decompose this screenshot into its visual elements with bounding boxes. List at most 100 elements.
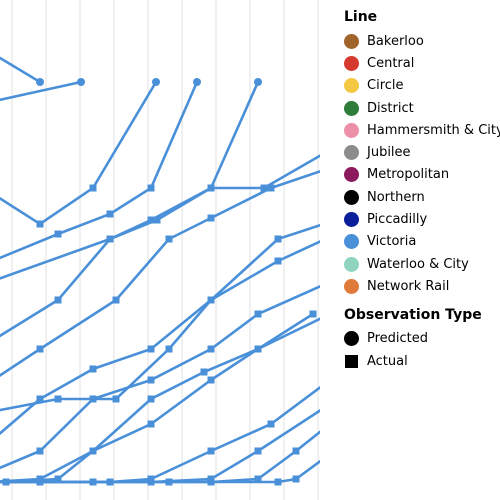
actual-point bbox=[267, 184, 275, 192]
actual-point bbox=[54, 296, 62, 304]
legend-swatch-circle-icon bbox=[344, 212, 359, 228]
actual-point bbox=[207, 184, 215, 192]
legend-observation-list: Predicted Actual bbox=[344, 328, 500, 373]
actual-point bbox=[327, 279, 334, 286]
legend-item-line: Victoria bbox=[344, 231, 500, 253]
legend-item-observation: Actual bbox=[344, 350, 500, 372]
legend-item-observation: Predicted bbox=[344, 328, 500, 350]
actual-point bbox=[327, 234, 334, 241]
actual-point bbox=[89, 395, 97, 403]
legend-label: Central bbox=[367, 55, 415, 71]
legend-line-list: Bakerloo Central Circle District Hammersmith… bbox=[344, 30, 500, 298]
actual-point bbox=[36, 447, 44, 455]
legend-label: Hammersmith & City bbox=[367, 122, 500, 138]
actual-point bbox=[254, 345, 262, 353]
actual-point bbox=[254, 447, 262, 455]
legend-swatch-circle-icon bbox=[344, 55, 359, 71]
actual-point bbox=[254, 475, 262, 483]
legend-label: Waterloo & City bbox=[367, 256, 469, 272]
legend-label: Northern bbox=[367, 189, 425, 205]
legend-title-line: Line bbox=[344, 9, 378, 25]
legend-swatch-circle-icon bbox=[344, 33, 359, 49]
predicted-point bbox=[193, 78, 201, 86]
series-line bbox=[0, 459, 320, 484]
actual-point bbox=[327, 147, 334, 154]
actual-point bbox=[147, 345, 155, 353]
series-10 bbox=[0, 310, 317, 483]
actual-point bbox=[207, 214, 215, 222]
series-line bbox=[0, 154, 320, 338]
actual-point bbox=[292, 475, 300, 483]
actual-point bbox=[89, 184, 97, 192]
series-6 bbox=[0, 170, 320, 377]
series-line bbox=[0, 223, 320, 412]
legend-item-line: Metropolitan bbox=[344, 164, 500, 186]
legend-item-line: Bakerloo bbox=[344, 30, 500, 52]
actual-point bbox=[274, 257, 282, 265]
actual-point bbox=[327, 311, 334, 318]
actual-point bbox=[89, 447, 97, 455]
legend-item-line: Waterloo & City bbox=[344, 253, 500, 275]
legend: Line Bakerloo Central Circle District Hammer… bbox=[344, 6, 500, 372]
actual-point bbox=[36, 395, 44, 403]
actual-point bbox=[267, 420, 275, 428]
actual-point bbox=[327, 377, 334, 384]
legend-swatch-circle-icon bbox=[344, 167, 359, 183]
legend-item-line: Central bbox=[344, 52, 500, 74]
legend-swatch-circle-icon bbox=[344, 278, 359, 294]
series-line bbox=[0, 170, 320, 377]
legend-item-line: District bbox=[344, 97, 500, 119]
series-8 bbox=[0, 234, 334, 436]
legend-label: Piccadilly bbox=[367, 212, 428, 228]
legend-item-line: Network Rail bbox=[344, 275, 500, 297]
actual-point bbox=[200, 368, 208, 376]
predicted-point bbox=[36, 78, 44, 86]
actual-point bbox=[309, 310, 317, 318]
actual-point bbox=[147, 216, 155, 224]
actual-point bbox=[54, 230, 62, 238]
legend-swatch-circle-icon bbox=[344, 122, 359, 138]
legend-label: Bakerloo bbox=[367, 33, 424, 49]
actual-point bbox=[260, 184, 268, 192]
actual-point bbox=[207, 447, 215, 455]
legend-label: Circle bbox=[367, 78, 404, 94]
legend-title-observation: Observation Type bbox=[344, 306, 482, 323]
series-line bbox=[0, 81, 158, 226]
actual-point bbox=[36, 345, 44, 353]
legend-label: Actual bbox=[367, 353, 408, 369]
legend-label: Victoria bbox=[367, 234, 417, 250]
series-14 bbox=[0, 421, 334, 486]
series-2 bbox=[0, 78, 160, 228]
actual-point bbox=[106, 210, 114, 218]
actual-point bbox=[292, 447, 300, 455]
legend-swatch-circle-icon bbox=[344, 256, 359, 272]
actual-point bbox=[165, 345, 173, 353]
actual-point bbox=[147, 376, 155, 384]
actual-point bbox=[207, 345, 215, 353]
actual-point bbox=[207, 296, 215, 304]
legend-swatch-circle-icon bbox=[344, 234, 359, 250]
series-7 bbox=[0, 219, 334, 412]
actual-point bbox=[106, 235, 114, 243]
actual-point bbox=[147, 420, 155, 428]
legend-label: Predicted bbox=[367, 331, 429, 347]
actual-point bbox=[327, 421, 334, 428]
actual-point bbox=[54, 475, 62, 483]
series-line bbox=[0, 80, 82, 102]
predicted-point bbox=[254, 78, 262, 86]
series-line bbox=[0, 312, 314, 483]
series-line bbox=[0, 56, 41, 84]
actual-point bbox=[327, 401, 334, 408]
actual-point bbox=[207, 376, 215, 384]
series-line bbox=[0, 385, 320, 484]
actual-point bbox=[274, 478, 282, 486]
actual-point bbox=[327, 219, 334, 226]
actual-point bbox=[147, 395, 155, 403]
actual-point bbox=[112, 296, 120, 304]
chart-plot-area bbox=[0, 0, 334, 500]
actual-point bbox=[165, 235, 173, 243]
predicted-point bbox=[152, 78, 160, 86]
series-3 bbox=[0, 78, 201, 260]
legend-swatch-circle-icon bbox=[344, 100, 359, 116]
actual-point bbox=[89, 365, 97, 373]
